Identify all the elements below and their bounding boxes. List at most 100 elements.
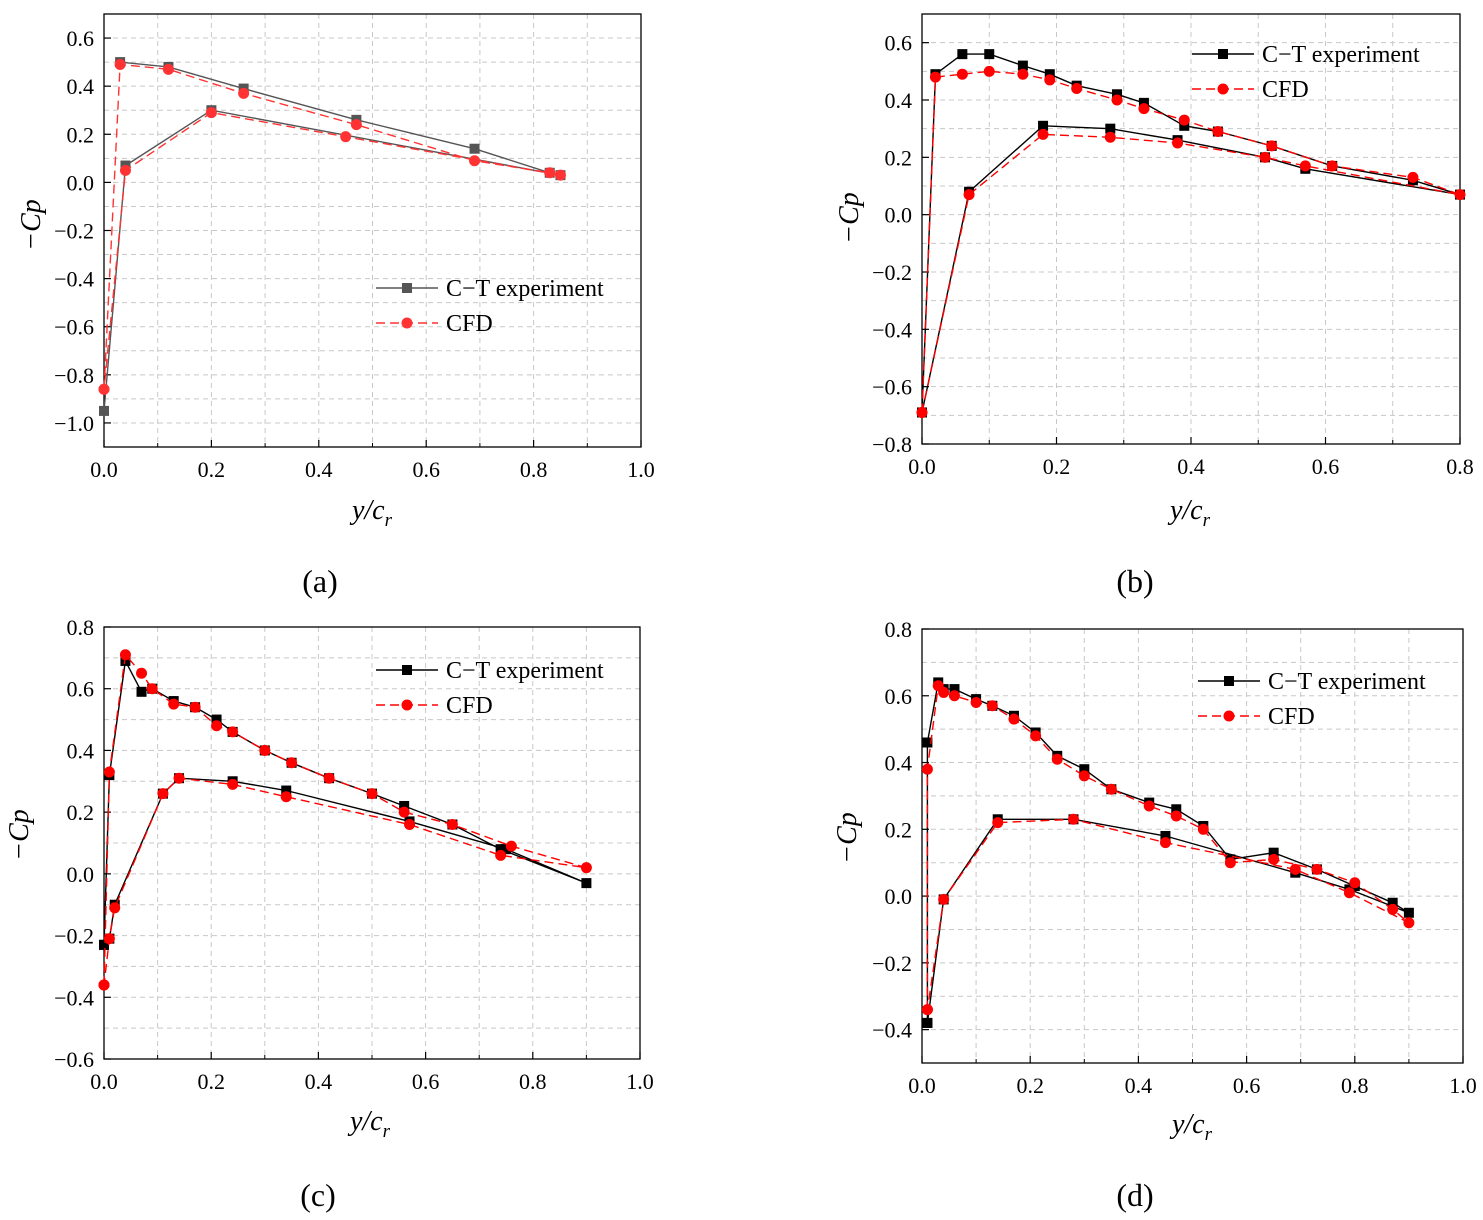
grid-b xyxy=(922,14,1460,444)
data-point xyxy=(1138,97,1149,108)
legend-a: C−T experiment CFD xyxy=(376,276,604,337)
data-point xyxy=(1071,83,1083,95)
legend-marker xyxy=(402,665,412,675)
x-tick-label: 0.0 xyxy=(90,1069,118,1094)
data-point xyxy=(162,63,174,75)
y-tick-label: 0.4 xyxy=(885,88,913,113)
y-axis-label: −Cp xyxy=(832,812,863,864)
data-point xyxy=(1289,863,1301,875)
panel-label-a: (a) xyxy=(302,563,338,599)
data-point xyxy=(469,155,481,167)
data-point xyxy=(1403,917,1415,929)
data-point xyxy=(495,844,506,855)
data-point xyxy=(114,59,126,71)
y-tick-label: −0.6 xyxy=(54,1047,94,1072)
y-tick-label: 0.4 xyxy=(885,751,913,776)
data-point xyxy=(173,772,185,784)
data-point xyxy=(1159,837,1171,849)
data-point xyxy=(1268,847,1279,858)
grid-c xyxy=(104,627,640,1059)
data-point xyxy=(1111,94,1123,106)
data-point xyxy=(505,840,517,852)
data-point xyxy=(259,744,271,756)
grid-d xyxy=(922,629,1463,1063)
y-tick-label: −0.2 xyxy=(872,260,912,285)
data-point xyxy=(948,690,960,702)
legend-marker xyxy=(1218,49,1228,59)
data-point xyxy=(157,788,169,800)
y-tick-label: −0.2 xyxy=(54,924,94,949)
series-line xyxy=(926,684,1410,1010)
x-axis-label-subscript: r xyxy=(1203,510,1211,531)
data-point xyxy=(963,189,975,201)
series-line xyxy=(103,61,561,411)
data-point xyxy=(1105,123,1116,134)
y-tick-label: 0.2 xyxy=(885,145,913,170)
data-point xyxy=(281,785,292,796)
data-point xyxy=(238,87,250,99)
data-point xyxy=(146,683,158,695)
y-tick-label: −0.8 xyxy=(54,363,94,388)
data-point xyxy=(581,878,592,889)
data-point xyxy=(580,862,592,874)
y-tick-label: 0.6 xyxy=(885,684,913,709)
data-point xyxy=(921,763,933,775)
data-point xyxy=(1197,823,1209,835)
data-point xyxy=(983,65,995,77)
y-tick-label: 0.2 xyxy=(67,122,95,147)
data-point xyxy=(1138,103,1150,115)
x-axis-label: y/cr xyxy=(349,495,393,531)
x-tick-label: 0.4 xyxy=(1125,1073,1153,1098)
data-point xyxy=(922,737,933,748)
y-tick-label: 0.6 xyxy=(67,677,95,702)
y-tick-label: −0.6 xyxy=(54,315,94,340)
data-point xyxy=(1170,810,1182,822)
y-tick-label: −0.4 xyxy=(872,1018,912,1043)
data-point xyxy=(99,405,109,416)
y-tick-label: 0.6 xyxy=(885,31,913,56)
data-point xyxy=(938,893,950,905)
data-point xyxy=(211,714,222,725)
y-tick-label: 0.0 xyxy=(885,203,913,228)
data-point xyxy=(1268,853,1280,865)
x-tick-label: 0.8 xyxy=(520,457,548,482)
x-tick-label: 0.4 xyxy=(305,1069,333,1094)
data-point xyxy=(992,817,1004,829)
y-tick-label: 0.8 xyxy=(885,617,913,642)
y-tick-label: 0.0 xyxy=(67,862,95,887)
x-tick-label: 0.8 xyxy=(1446,454,1474,479)
data-point xyxy=(119,164,131,176)
data-point xyxy=(136,667,148,679)
data-point xyxy=(1051,753,1063,765)
data-point xyxy=(366,788,378,800)
data-point xyxy=(544,167,556,179)
data-point xyxy=(1387,903,1399,915)
series-line xyxy=(103,63,561,390)
data-point xyxy=(1038,120,1049,131)
x-tick-label: 0.8 xyxy=(519,1069,547,1094)
legend-label: CFD xyxy=(446,311,493,337)
data-point xyxy=(103,766,115,778)
series-line xyxy=(921,70,1461,413)
x-axis-label-subscript: r xyxy=(1205,1124,1213,1145)
data-point xyxy=(554,169,566,181)
data-point xyxy=(1259,151,1271,163)
data-point xyxy=(1017,68,1029,80)
data-point xyxy=(1030,730,1042,742)
grid-a xyxy=(104,14,641,447)
data-point xyxy=(1037,128,1049,140)
data-point xyxy=(921,1004,933,1016)
y-axis-label: −Cp xyxy=(4,809,35,861)
legend-marker xyxy=(401,317,413,329)
data-point xyxy=(949,684,960,695)
x-axis-label-subscript: r xyxy=(385,510,393,531)
x-tick-label: 1.0 xyxy=(626,1069,654,1094)
data-point xyxy=(1403,907,1414,918)
x-tick-label: 0.2 xyxy=(198,457,226,482)
data-point xyxy=(1105,783,1117,795)
y-tick-label: −0.6 xyxy=(872,375,912,400)
data-point xyxy=(469,143,480,154)
series-experiment-a xyxy=(99,57,566,416)
panel-label-b: (b) xyxy=(1116,563,1153,599)
